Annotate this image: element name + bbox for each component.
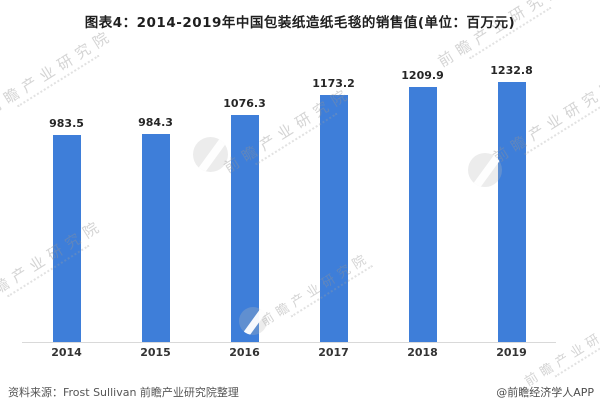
- x-axis: 2014 2015 2016 2017 2018 2019: [22, 346, 556, 359]
- x-tick-2014: 2014: [51, 346, 82, 359]
- bar-2016: [230, 115, 259, 342]
- x-tick-2019: 2019: [496, 346, 527, 359]
- bar-2014: [52, 135, 81, 342]
- bar-2019: [497, 82, 526, 342]
- value-label-2018: 1209.9: [401, 69, 444, 82]
- bar-2015: [141, 134, 170, 342]
- value-label-2019: 1232.8: [490, 64, 533, 77]
- value-label-2015: 984.3: [138, 116, 173, 129]
- source-note: 资料来源：Frost Sullivan 前瞻产业研究院整理: [8, 386, 239, 399]
- bar-column-2015: 984.3: [111, 60, 200, 342]
- value-label-2016: 1076.3: [223, 97, 266, 110]
- bar-2017: [319, 95, 348, 342]
- bar-column-2019: 1232.8: [467, 60, 556, 342]
- bar-column-2017: 1173.2: [289, 60, 378, 342]
- x-tick-2015: 2015: [140, 346, 171, 359]
- x-tick-2018: 2018: [407, 346, 438, 359]
- bar-column-2014: 983.5: [22, 60, 111, 342]
- bar-2018: [408, 87, 437, 342]
- bar-column-2016: 1076.3: [200, 60, 289, 342]
- watermark-subline: [554, 324, 600, 378]
- attribution-note: @前瞻经济学人APP: [496, 386, 594, 399]
- plot-area: 983.5 984.3 1076.3 1173.2 1209.9 1232.8: [22, 60, 556, 343]
- chart-title: 图表4：2014-2019年中国包装纸造纸毛毯的销售值(单位：百万元): [84, 15, 516, 31]
- value-label-2017: 1173.2: [312, 77, 355, 90]
- value-label-2014: 983.5: [49, 117, 84, 130]
- x-tick-2016: 2016: [229, 346, 260, 359]
- bar-column-2018: 1209.9: [378, 60, 467, 342]
- x-tick-2017: 2017: [318, 346, 349, 359]
